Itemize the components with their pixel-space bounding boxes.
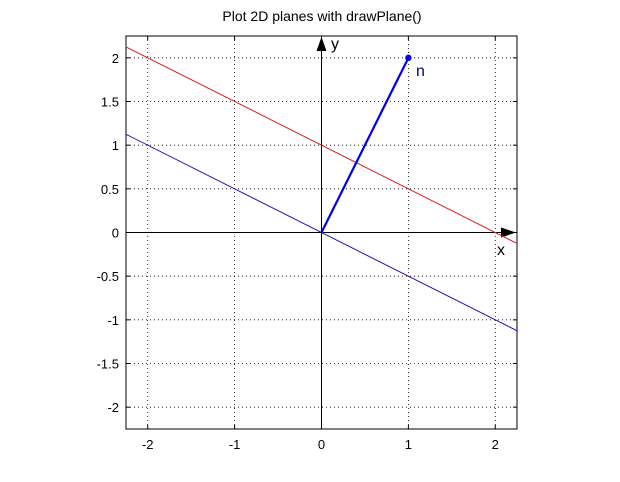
x-tick-labels: -2 -1 0 1 2 <box>142 437 499 452</box>
y-tick-label: 0 <box>112 226 119 241</box>
y-tick-label: -1 <box>107 313 119 328</box>
y-tick-label: 0.5 <box>101 182 119 197</box>
x-axis-arrowhead <box>501 227 516 238</box>
x-axis-label: x <box>497 242 505 259</box>
y-tick-label: -2 <box>107 400 119 415</box>
normal-vector-line <box>320 57 410 233</box>
x-tick-label: 0 <box>318 437 325 452</box>
y-tick-labels: 2 1.5 1 0.5 0 -0.5 -1 -1.5 -2 <box>97 51 119 415</box>
y-tick-label: 1 <box>112 138 119 153</box>
plane-line-1 <box>125 46 518 244</box>
y-axis-label: y <box>331 36 339 53</box>
normal-vector-tip-dot <box>405 54 412 62</box>
x-tick-label: -2 <box>142 437 154 452</box>
y-tick-label: -0.5 <box>97 269 119 284</box>
origin-axes <box>126 37 516 429</box>
normal-vector-label: n <box>416 63 425 80</box>
x-tick-label: 2 <box>492 437 499 452</box>
y-tick-label: -1.5 <box>97 357 119 372</box>
normal-vector-group <box>320 54 412 233</box>
x-tick-label: 1 <box>405 437 412 452</box>
y-axis-arrowhead <box>316 37 327 51</box>
x-tick-label: -1 <box>229 437 241 452</box>
chart-title: Plot 2D planes with drawPlane() <box>222 8 421 24</box>
y-tick-label: 2 <box>112 51 119 66</box>
y-tick-label: 1.5 <box>101 95 119 110</box>
